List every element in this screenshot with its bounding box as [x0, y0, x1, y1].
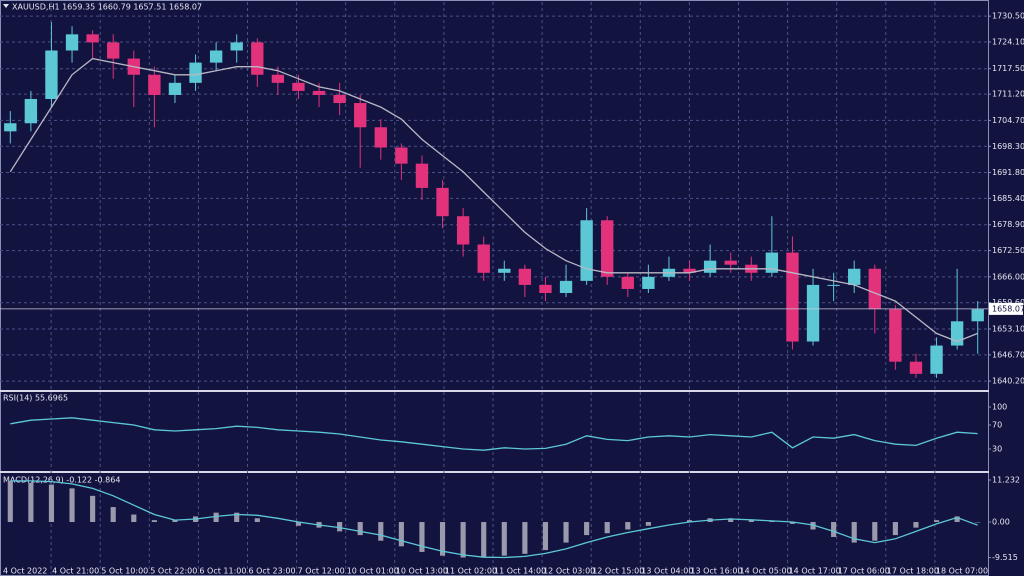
candle-body — [930, 345, 943, 374]
candle-body — [45, 50, 58, 99]
x-tick-label: 14 Oct 17:00 — [789, 567, 841, 576]
y-tick-label: 1672.50 — [992, 246, 1024, 255]
candle-body — [724, 260, 737, 265]
candle-body — [312, 90, 326, 95]
x-tick-label: 13 Oct 16:00 — [690, 567, 742, 576]
macd-header: MACD(12,26,9) -0.122 -0.864 — [3, 476, 120, 485]
candle-body — [251, 42, 264, 75]
candle-body — [148, 74, 161, 95]
last-price-label: 1658.07 — [992, 304, 1024, 313]
candle-body — [786, 252, 799, 342]
y-tick-label: 1717.50 — [992, 64, 1024, 73]
y-tick-label: 1711.20 — [992, 90, 1024, 99]
candle-body — [806, 284, 820, 342]
y-tick-label: 1640.20 — [992, 377, 1024, 386]
rsi-header: RSI(14) 55.6965 — [3, 394, 68, 403]
candle-body — [230, 42, 243, 51]
candle-body — [950, 321, 964, 346]
x-tick-label: 5 Oct 22:00 — [150, 567, 197, 576]
x-tick-label: 12 Oct 15:00 — [592, 567, 644, 576]
x-tick-label: 7 Oct 12:00 — [298, 567, 345, 576]
x-tick-label: 5 Oct 10:00 — [101, 567, 148, 576]
candle-body — [24, 99, 38, 124]
candle-body — [703, 260, 717, 273]
candle-body — [765, 252, 779, 273]
x-tick-label: 13 Oct 04:00 — [641, 567, 693, 576]
x-tick-label: 4 Oct 21:00 — [52, 567, 99, 576]
symbol-menu-icon[interactable] — [3, 4, 9, 8]
candle-body — [477, 244, 490, 273]
y-tick-label: 1646.70 — [992, 350, 1024, 359]
candle-body — [518, 268, 532, 285]
candle-body — [580, 220, 593, 281]
candle-body — [559, 280, 573, 293]
x-tick-label: 10 Oct 01:00 — [347, 567, 399, 576]
candle-body — [909, 361, 923, 374]
y-tick-label: 70 — [992, 421, 1002, 430]
candle-body — [621, 276, 634, 289]
candle-body — [498, 268, 511, 273]
candle-body — [971, 309, 984, 322]
y-tick-label: 0.00 — [992, 518, 1010, 527]
candle-body — [848, 268, 861, 285]
candle-body — [601, 220, 614, 277]
y-tick-label: 30 — [992, 445, 1002, 454]
y-tick-label: 1730.50 — [992, 12, 1024, 21]
candle-body — [65, 34, 79, 51]
y-tick-label: 1698.30 — [992, 142, 1024, 151]
y-tick-label: -9.515 — [992, 553, 1018, 562]
candle-body — [868, 268, 881, 310]
x-tick-label: 14 Oct 05:00 — [740, 567, 792, 576]
candle-body — [168, 82, 182, 95]
y-tick-label: 1724.10 — [992, 38, 1024, 47]
x-tick-label: 11 Oct 02:00 — [445, 567, 497, 576]
candle-body — [683, 268, 696, 273]
y-tick-label: 1685.40 — [992, 194, 1024, 203]
candle-body — [189, 62, 202, 83]
x-tick-label: 17 Oct 06:00 — [838, 567, 890, 576]
x-tick-label: 10 Oct 13:00 — [396, 567, 448, 576]
candle-body — [271, 74, 285, 83]
moving-average-line — [9, 57, 978, 343]
candle-body — [333, 94, 346, 104]
x-tick-label: 18 Oct 07:00 — [936, 567, 988, 576]
last-price-box — [989, 302, 1023, 315]
candle-body — [374, 127, 387, 148]
x-tick-label: 12 Oct 03:00 — [543, 567, 595, 576]
candle-body — [354, 103, 367, 128]
x-tick-label: 6 Oct 23:00 — [249, 567, 296, 576]
candle-body — [209, 50, 223, 63]
y-tick-label: 1678.90 — [992, 220, 1024, 229]
candle-body — [539, 284, 552, 293]
candle-body — [415, 163, 429, 188]
x-tick-label: 11 Oct 14:00 — [494, 567, 546, 576]
candle-body — [86, 34, 99, 43]
x-tick-label: 17 Oct 18:00 — [887, 567, 939, 576]
y-tick-label: 100 — [992, 403, 1007, 412]
y-tick-label: 1659.60 — [992, 298, 1024, 307]
rsi-line — [10, 417, 978, 451]
y-tick-label: 1691.80 — [992, 168, 1024, 177]
candle-body — [107, 42, 120, 59]
candle-body — [395, 147, 408, 164]
y-tick-label: 11.232 — [992, 476, 1020, 485]
candle-body — [436, 187, 449, 217]
candle-body — [889, 309, 902, 362]
macd-signal-line — [10, 480, 978, 559]
candle-body — [642, 276, 655, 289]
candle-body — [827, 284, 840, 286]
price-header: XAUUSD,H1 1659.35 1660.79 1657.51 1658.0… — [12, 3, 202, 12]
candle-body — [292, 82, 305, 91]
candle-body — [456, 216, 470, 245]
candle-body — [4, 123, 17, 132]
y-tick-label: 1704.70 — [992, 116, 1024, 125]
y-tick-label: 1653.10 — [992, 324, 1024, 333]
x-tick-label: 6 Oct 11:00 — [199, 567, 246, 576]
y-tick-label: 1666.00 — [992, 272, 1024, 281]
x-tick-label: 4 Oct 2022 — [3, 567, 47, 576]
